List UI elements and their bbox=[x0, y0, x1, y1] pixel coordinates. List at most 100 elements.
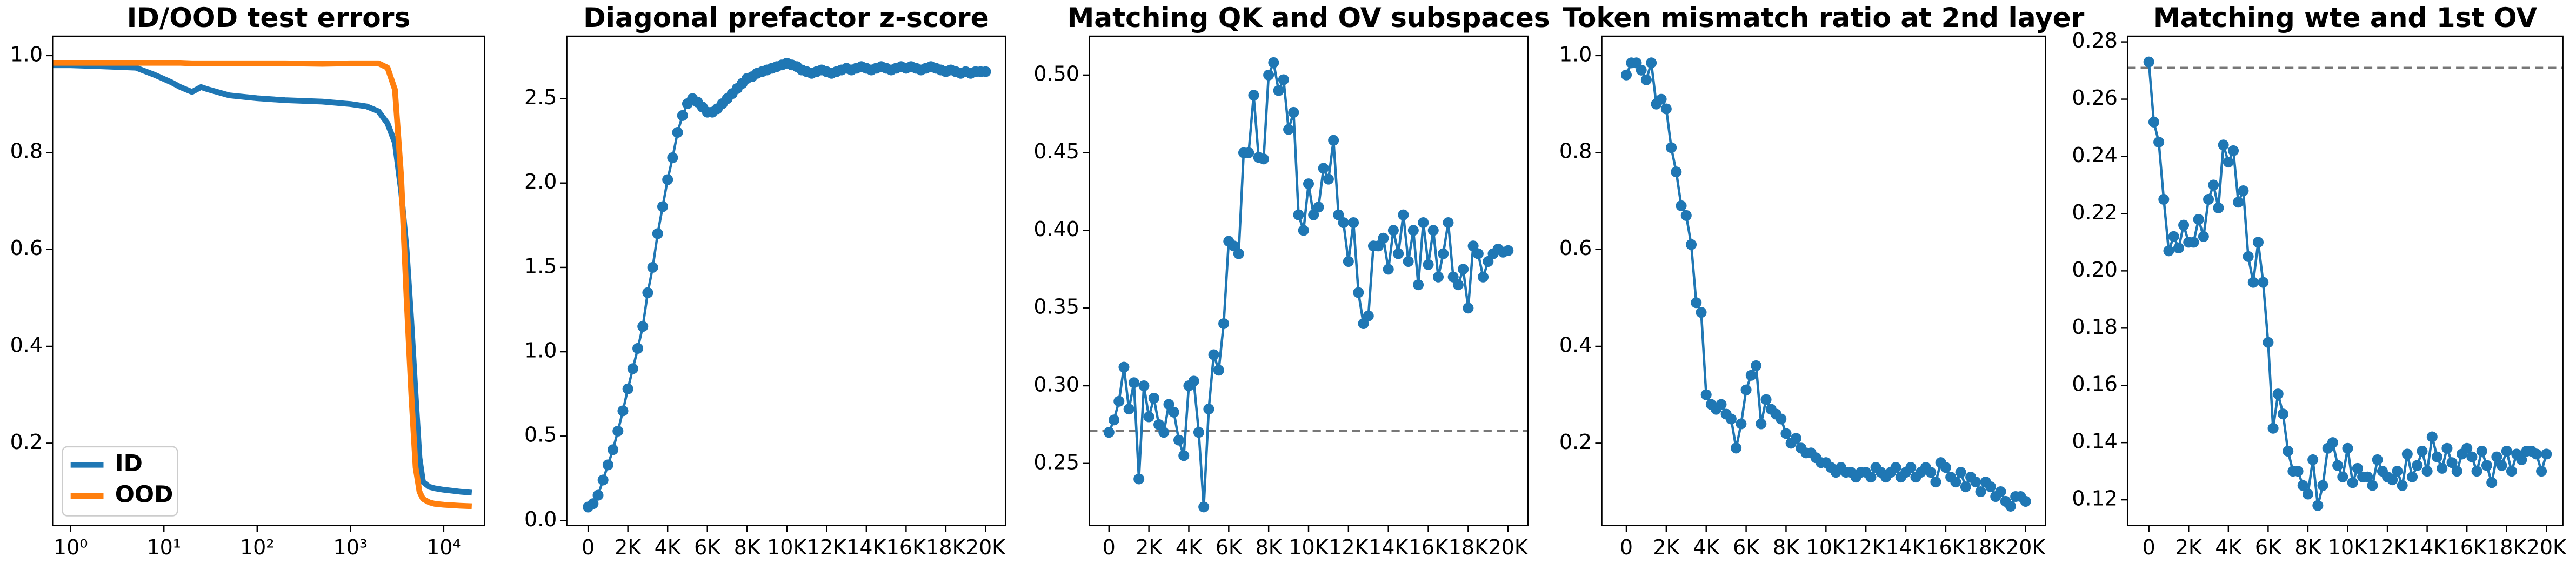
y-tick-label: 1.0 bbox=[524, 339, 557, 363]
data-point bbox=[1233, 248, 1244, 259]
data-point bbox=[2198, 231, 2209, 242]
x-tick-label: 16K bbox=[886, 535, 926, 559]
data-point bbox=[1103, 427, 1115, 438]
data-point bbox=[2431, 451, 2443, 462]
x-tick-label: 12K bbox=[807, 535, 847, 559]
data-point bbox=[2317, 480, 2328, 491]
data-point bbox=[1263, 69, 1274, 81]
y-tick-label: 1.0 bbox=[10, 42, 43, 66]
x-tick-label: 20K bbox=[1489, 535, 1529, 559]
x-tick-label: 10² bbox=[240, 535, 275, 559]
data-point bbox=[1731, 442, 1742, 454]
data-point bbox=[677, 110, 688, 121]
data-point bbox=[1387, 225, 1399, 236]
data-point bbox=[2401, 448, 2413, 460]
data-point bbox=[2297, 480, 2308, 491]
data-point bbox=[2227, 145, 2239, 156]
data-point bbox=[2531, 448, 2542, 460]
data-point bbox=[1163, 399, 1174, 410]
data-point bbox=[1671, 166, 1682, 178]
data-point bbox=[2367, 480, 2378, 491]
data-point bbox=[612, 425, 624, 437]
x-tick-label: 16K bbox=[2447, 535, 2487, 559]
data-point bbox=[1108, 414, 1120, 426]
data-point bbox=[1680, 210, 1692, 221]
data-point bbox=[1432, 271, 1444, 283]
data-point bbox=[2466, 451, 2478, 462]
data-point bbox=[1328, 135, 1339, 146]
y-tick-label: 2.0 bbox=[524, 170, 557, 193]
data-point bbox=[617, 405, 629, 417]
x-tick-label: 12K bbox=[2367, 535, 2407, 559]
data-point bbox=[652, 228, 663, 239]
data-point bbox=[1780, 428, 1792, 439]
x-tick-label: 8K bbox=[734, 535, 761, 559]
data-point bbox=[2247, 277, 2259, 288]
data-point bbox=[1133, 473, 1145, 485]
data-point bbox=[2516, 454, 2527, 465]
data-point bbox=[642, 287, 653, 298]
data-point bbox=[2362, 471, 2373, 482]
data-point bbox=[2441, 442, 2453, 454]
chart-title: Matching QK and OV subspaces bbox=[1067, 2, 1550, 33]
data-point bbox=[1970, 477, 1981, 488]
x-tick-label: 4K bbox=[1176, 535, 1203, 559]
data-point bbox=[1656, 93, 1667, 105]
x-tick-label: 12K bbox=[1329, 535, 1369, 559]
y-tick-label: 0.24 bbox=[2072, 143, 2118, 167]
data-point bbox=[2193, 213, 2204, 225]
data-point bbox=[2437, 462, 2448, 474]
panel: Diagonal prefactor z-score 0 2K 4K 6K 8K 10K 12… bbox=[524, 2, 1006, 559]
data-point bbox=[667, 152, 678, 163]
x-tick-label: 2K bbox=[2175, 535, 2203, 559]
y-tick-label: 0.16 bbox=[2072, 372, 2118, 396]
data-point bbox=[632, 343, 644, 354]
data-point bbox=[1283, 124, 1294, 135]
data-point bbox=[2252, 237, 2264, 248]
data-point bbox=[627, 363, 638, 374]
data-point bbox=[1268, 57, 1279, 68]
data-point bbox=[1208, 349, 1219, 360]
data-point bbox=[1138, 380, 1150, 392]
data-point bbox=[1398, 209, 1409, 220]
data-line bbox=[1625, 62, 2027, 508]
data-point bbox=[647, 261, 658, 273]
x-tick-label: 0 bbox=[582, 535, 595, 559]
data-point bbox=[2312, 500, 2324, 511]
data-point bbox=[2491, 451, 2502, 462]
data-point bbox=[1293, 209, 1304, 220]
y-tick-label: 0.8 bbox=[10, 139, 43, 163]
data-point bbox=[1660, 103, 1672, 115]
data-point bbox=[1323, 173, 1334, 185]
data-point bbox=[1950, 477, 1961, 488]
data-point bbox=[1393, 248, 1404, 259]
data-point bbox=[622, 383, 633, 394]
panel: Matching QK and OV subspaces 0 2K 4K 6K 8K 10K… bbox=[1033, 2, 1550, 559]
data-point bbox=[2153, 136, 2165, 148]
y-tick-label: 0.18 bbox=[2072, 315, 2118, 339]
data-point bbox=[1423, 259, 1434, 270]
data-point bbox=[1696, 307, 1707, 318]
x-tick-label: 20K bbox=[2006, 535, 2046, 559]
data-point bbox=[2397, 480, 2408, 491]
data-point bbox=[1218, 318, 1230, 330]
axes-frame bbox=[52, 35, 485, 527]
data-point bbox=[2342, 442, 2353, 454]
data-point bbox=[1447, 271, 1459, 283]
x-tick-label: 10⁴ bbox=[426, 535, 461, 559]
data-point bbox=[1333, 209, 1344, 220]
x-tick-label: 14K bbox=[846, 535, 886, 559]
data-point bbox=[2481, 460, 2492, 471]
data-point bbox=[1113, 395, 1125, 407]
x-tick-label: 8K bbox=[1256, 535, 1283, 559]
x-tick-label: 10¹ bbox=[146, 535, 181, 559]
data-point bbox=[608, 444, 619, 455]
data-point bbox=[2243, 251, 2254, 262]
y-tick-label: 0.20 bbox=[2072, 258, 2118, 281]
data-point bbox=[1691, 297, 1702, 309]
data-point bbox=[1940, 462, 1951, 473]
panel: Matching wte and 1st OV 0 2K 4K 6K 8K 10K 12K 14… bbox=[2072, 2, 2567, 559]
x-tick-label: 16K bbox=[1926, 535, 1966, 559]
data-point bbox=[1383, 264, 1394, 275]
